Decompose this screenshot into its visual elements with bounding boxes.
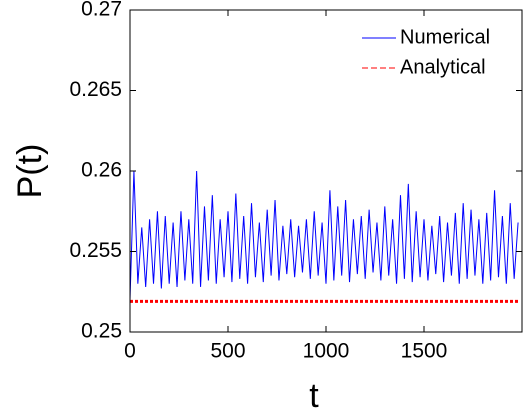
- x-axis-label: t: [309, 377, 319, 415]
- x-tick-label: 500: [210, 340, 245, 363]
- y-tick-label: 0.25: [81, 320, 122, 343]
- legend-label: Analytical: [400, 56, 486, 78]
- y-tick-label: 0.26: [81, 159, 122, 182]
- y-tick-label: 0.27: [81, 0, 122, 21]
- x-tick-label: 1000: [303, 340, 350, 363]
- x-tick-label: 1500: [401, 340, 448, 363]
- legend-label: Numerical: [400, 26, 490, 48]
- y-axis-label: P(t): [11, 144, 49, 199]
- x-tick-label: 0: [124, 340, 136, 363]
- y-tick-label: 0.255: [69, 239, 122, 262]
- legend-box: [355, 21, 515, 83]
- data-line: [129, 170, 519, 300]
- y-tick-label: 0.265: [69, 78, 122, 101]
